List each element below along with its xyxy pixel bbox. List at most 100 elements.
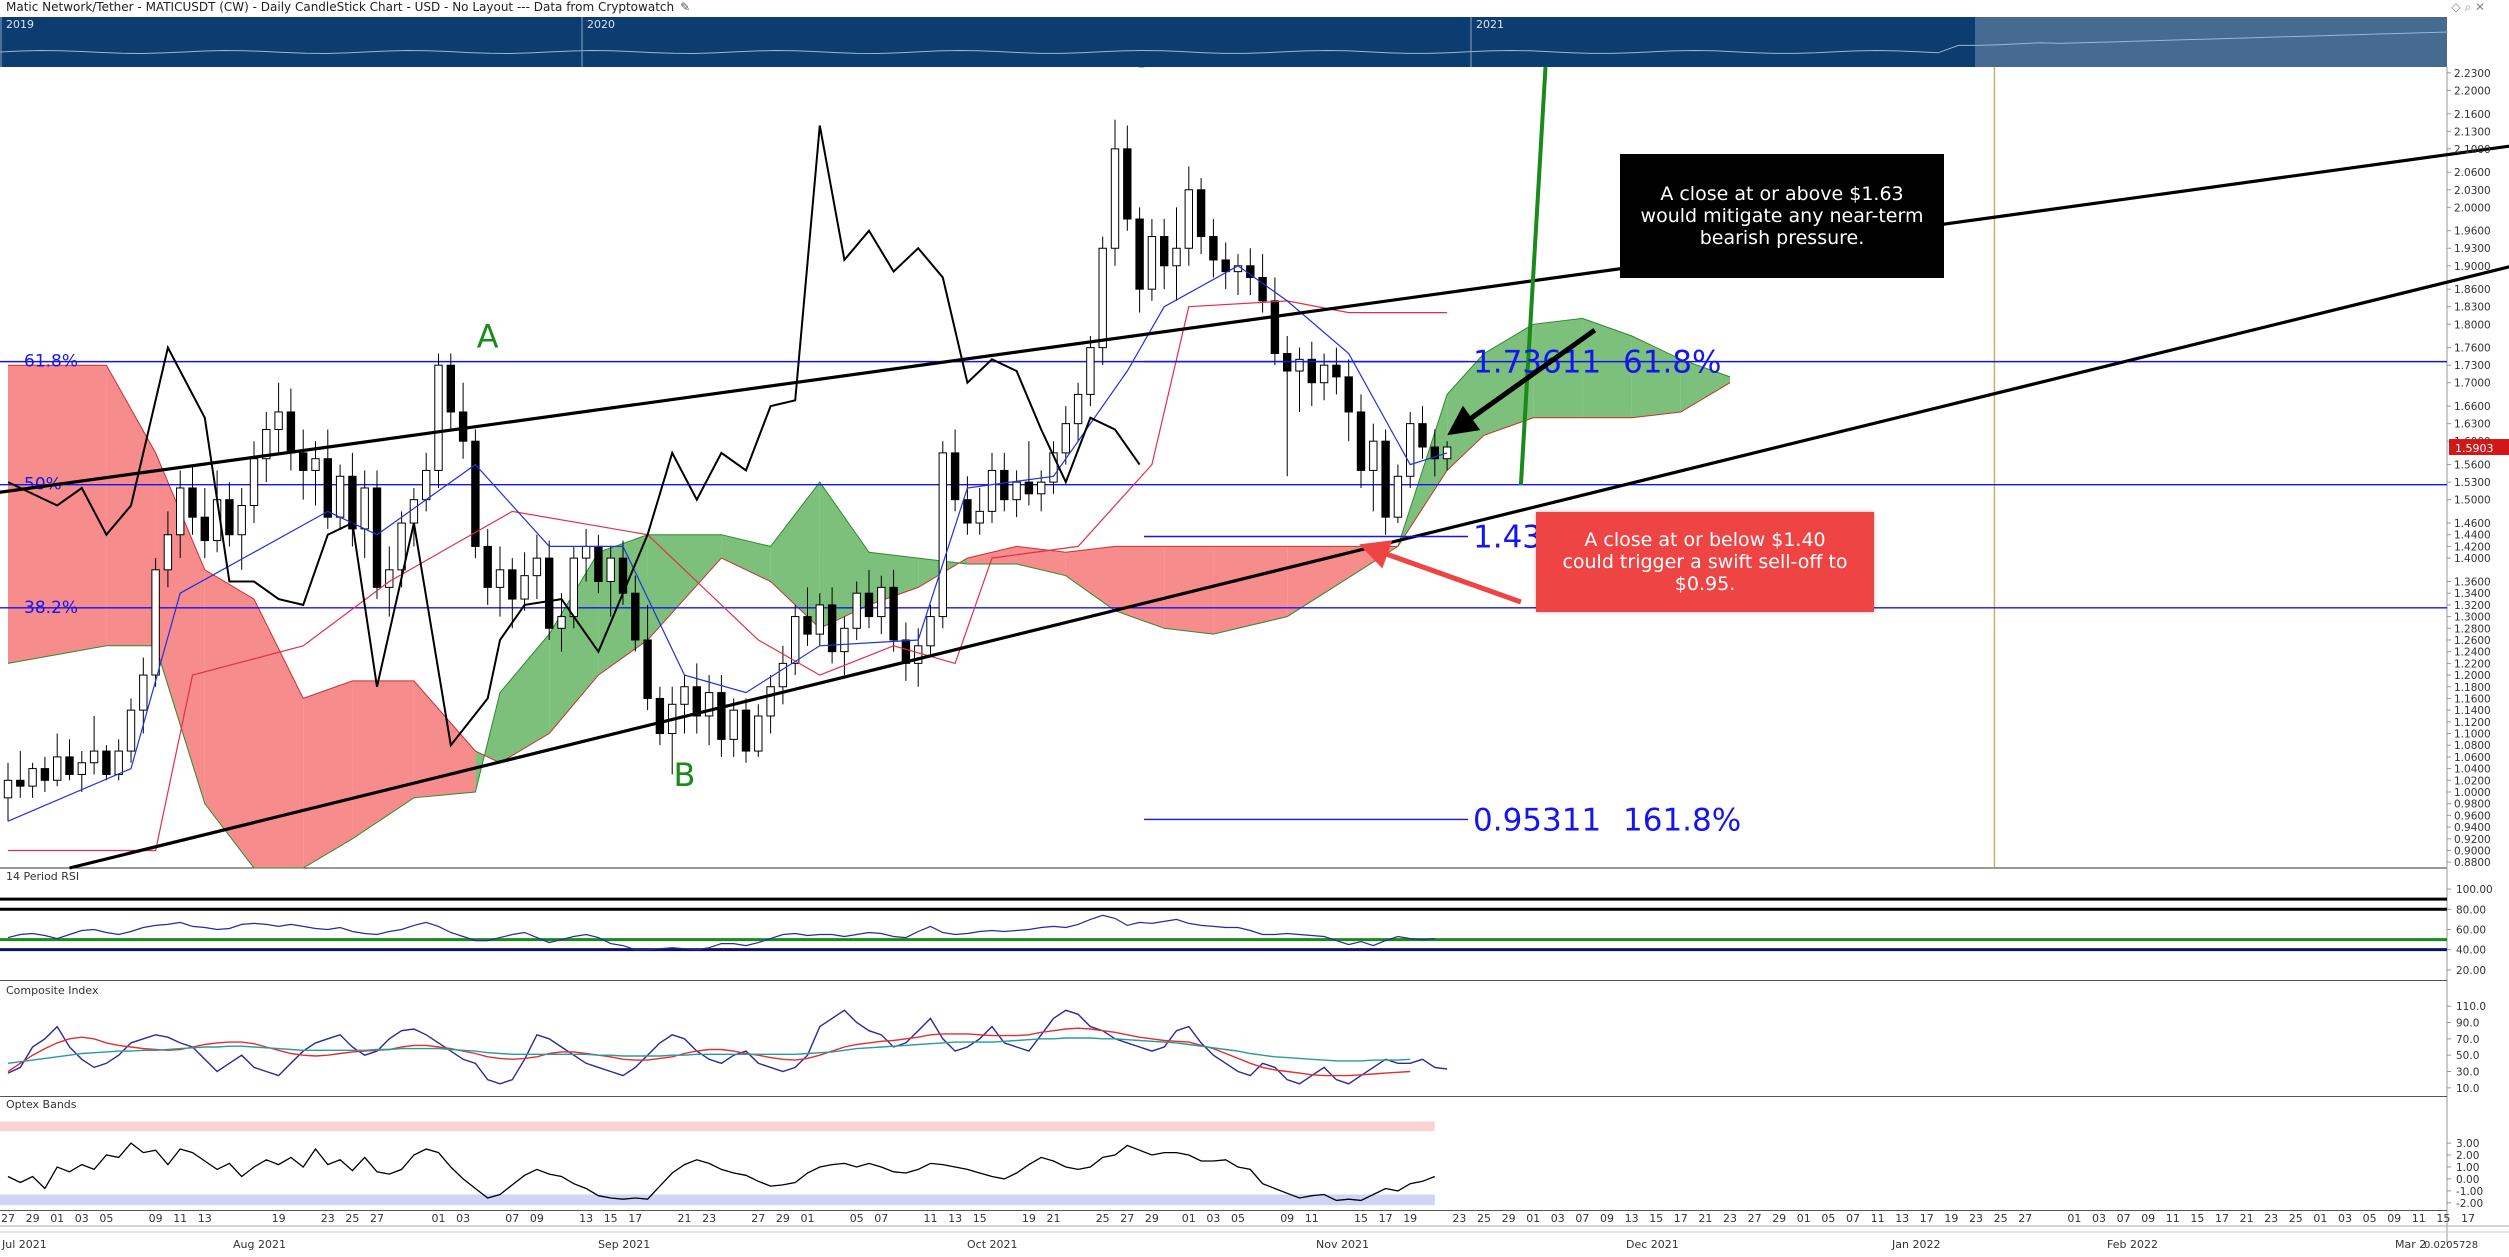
candle-body bbox=[274, 411, 283, 430]
x-day-label: 01 bbox=[50, 1212, 64, 1225]
candle-body bbox=[1369, 440, 1378, 471]
x-day-label: 23 bbox=[1452, 1212, 1466, 1225]
y-tick-label: 1.3000 bbox=[2454, 612, 2491, 624]
navigator-line bbox=[0, 31, 2449, 55]
x-day-label: 15 bbox=[973, 1212, 987, 1225]
x-day-label: 15 bbox=[2436, 1212, 2450, 1225]
price-panel[interactable]: 61.8%50%38.2%1.7361161.8%1.43700100%0.95… bbox=[0, 37, 2509, 1245]
ichimoku-cloud-segment bbox=[1065, 546, 1115, 611]
candle-body bbox=[151, 569, 160, 676]
green-trendline bbox=[1518, 66, 1548, 486]
chart-title-bar: Matic Network/Tether - MATICUSDT (CW) - … bbox=[0, 0, 2509, 16]
y-tick-label: 2.0300 bbox=[2454, 185, 2491, 197]
panel-title: 14 Period RSI bbox=[6, 870, 79, 883]
rsi-panel[interactable]: 14 Period RSI 100.00 80.00 60.00 40.00 20.00 bbox=[0, 870, 2493, 981]
candle-body bbox=[791, 616, 800, 664]
bearish-arrow bbox=[1359, 540, 1522, 605]
x-day-label: 05 bbox=[99, 1212, 113, 1225]
window-controls: ◇ ⌕ ✕ bbox=[2451, 0, 2485, 15]
candle-body bbox=[471, 440, 480, 547]
optex-bands-panel[interactable]: Optex Bands 3.002.001.000.00-1.00-2.00 bbox=[0, 1098, 2483, 1211]
x-day-label: 13 bbox=[1895, 1212, 1909, 1225]
y-tick-label: 80.00 bbox=[2456, 904, 2486, 916]
ichimoku-cloud-segment bbox=[721, 534, 771, 582]
x-day-label: 27 bbox=[1748, 1212, 1762, 1225]
candle-body bbox=[914, 645, 923, 664]
x-day-label: 13 bbox=[198, 1212, 212, 1225]
fib-extension-price-label: 0.95311 bbox=[1473, 802, 1601, 838]
navigator-bar[interactable]: 2019 2020 2021 bbox=[0, 17, 2449, 67]
y-tick-label: 2.0000 bbox=[2454, 202, 2491, 214]
x-day-label: 27 bbox=[2018, 1212, 2032, 1225]
ichimoku-cloud-segment bbox=[8, 365, 107, 664]
composite-index-panel[interactable]: Composite Index 110.0 90.0 70.0 50.0 30.0 10.0 bbox=[0, 984, 2486, 1097]
candle-body bbox=[53, 756, 62, 781]
close-icon[interactable]: ✕ bbox=[2474, 0, 2485, 14]
x-month-label: Feb 2022 bbox=[2107, 1238, 2158, 1251]
pencil-icon[interactable]: ✎ bbox=[680, 0, 691, 14]
x-day-label: 03 bbox=[2092, 1212, 2106, 1225]
candle-body bbox=[77, 762, 86, 775]
x-day-label: 13 bbox=[948, 1212, 962, 1225]
x-day-label: 23 bbox=[321, 1212, 335, 1225]
candle-body bbox=[323, 458, 333, 518]
candle-body bbox=[741, 709, 751, 752]
candle-body bbox=[225, 499, 234, 536]
y-tick-label: 1.2800 bbox=[2454, 623, 2491, 635]
x-day-label: 03 bbox=[2338, 1212, 2352, 1225]
x-day-label: 01 bbox=[432, 1212, 446, 1225]
candle-body bbox=[1344, 376, 1353, 413]
drop-icon[interactable]: ⌕ bbox=[2464, 0, 2472, 14]
y-tick-label: 1.5600 bbox=[2454, 460, 2491, 472]
candle-body bbox=[102, 750, 111, 775]
diamond-icon[interactable]: ◇ bbox=[2451, 0, 2461, 14]
x-day-label: 05 bbox=[1231, 1212, 1245, 1225]
y-tick-label: 1.1600 bbox=[2454, 693, 2491, 705]
x-day-label: 21 bbox=[1698, 1212, 1712, 1225]
y-tick-label: 2.00 bbox=[2456, 1150, 2479, 1162]
candle-body bbox=[1356, 411, 1366, 471]
candle-body bbox=[483, 545, 492, 588]
x-day-label: 13 bbox=[1625, 1212, 1639, 1225]
x-month-label: Jul 2021 bbox=[1, 1238, 47, 1251]
y-tick-label: -2.00 bbox=[2456, 1198, 2483, 1210]
x-day-label: 09 bbox=[1600, 1212, 1614, 1225]
candle-body bbox=[704, 692, 714, 717]
candle-body bbox=[114, 750, 123, 775]
candle-body bbox=[950, 452, 960, 501]
candle-body bbox=[299, 452, 308, 471]
candle-body bbox=[1442, 446, 1452, 460]
candle-body bbox=[1196, 189, 1206, 238]
candle-body bbox=[1332, 364, 1341, 378]
x-day-label: 15 bbox=[2190, 1212, 2204, 1225]
chikou-span-line bbox=[7, 125, 1141, 748]
y-tick-label: 1.3200 bbox=[2454, 600, 2491, 612]
panel-title: Composite Index bbox=[6, 984, 99, 997]
y-tick-label: 30.0 bbox=[2456, 1067, 2479, 1079]
candle-body bbox=[827, 604, 837, 653]
x-day-label: 11 bbox=[1871, 1212, 1885, 1225]
y-tick-label: 0.9200 bbox=[2454, 834, 2491, 846]
candle-body bbox=[237, 505, 246, 536]
y-tick-label: 1.0200 bbox=[2454, 775, 2491, 787]
x-day-label: 17 bbox=[1674, 1212, 1688, 1225]
x-day-label: 23 bbox=[1969, 1212, 1983, 1225]
x-day-label: 13 bbox=[579, 1212, 593, 1225]
y-tick-label: 1.4000 bbox=[2454, 553, 2491, 565]
callout-bullish: A close at or above $1.63 would mitigate… bbox=[1620, 154, 1944, 278]
y-tick-label: 40.00 bbox=[2456, 945, 2486, 957]
corner-scale-label: 0.0205728 bbox=[2424, 1240, 2478, 1251]
candle-body bbox=[569, 557, 578, 618]
candle-body bbox=[975, 510, 984, 524]
y-tick-label: 0.9000 bbox=[2454, 845, 2491, 857]
fib-left-label: 38.2% bbox=[24, 598, 78, 618]
y-tick-label: -1.00 bbox=[2456, 1186, 2483, 1198]
candle-body bbox=[40, 768, 50, 781]
kijun-sen-line bbox=[8, 300, 1448, 852]
y-tick-label: 0.9600 bbox=[2454, 810, 2491, 822]
x-day-label: 07 bbox=[505, 1212, 519, 1225]
navigator-window[interactable] bbox=[1975, 17, 2447, 67]
y-tick-label: 2.2300 bbox=[2454, 68, 2491, 80]
y-tick-label: 1.6600 bbox=[2454, 401, 2491, 413]
